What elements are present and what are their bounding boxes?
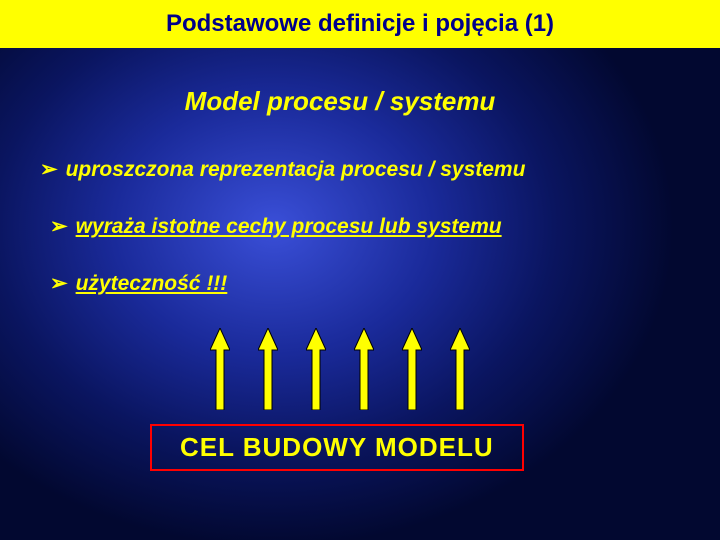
arrows-row — [0, 328, 680, 410]
bullet-item: ➢ wyraża istotne cechy procesu lub system… — [40, 214, 680, 239]
bullet-item: ➢ użyteczność !!! — [40, 271, 680, 296]
up-arrow-icon — [450, 328, 470, 410]
bullet-marker-icon: ➢ — [50, 271, 68, 296]
bullet-marker-icon: ➢ — [50, 214, 68, 239]
bullet-text: uproszczona reprezentacja procesu / syst… — [66, 158, 526, 182]
up-arrow-icon — [258, 328, 278, 410]
slide-content: Model procesu / systemu ➢ uproszczona rep… — [0, 86, 720, 471]
model-goal-box: CEL BUDOWY MODELU — [150, 424, 524, 471]
slide-heading: Model procesu / systemu — [0, 86, 680, 117]
bullet-list: ➢ uproszczona reprezentacja procesu / sys… — [40, 157, 680, 296]
bullet-item: ➢ uproszczona reprezentacja procesu / sys… — [40, 157, 680, 182]
title-text: Podstawowe definicje i pojęcia (1) — [166, 10, 554, 38]
bullet-marker-icon: ➢ — [40, 157, 58, 182]
bullet-text: użyteczność !!! — [76, 272, 228, 296]
up-arrow-icon — [306, 328, 326, 410]
title-bar: Podstawowe definicje i pojęcia (1) — [0, 0, 720, 48]
up-arrow-icon — [210, 328, 230, 410]
up-arrow-icon — [354, 328, 374, 410]
up-arrow-icon — [402, 328, 422, 410]
bullet-text: wyraża istotne cechy procesu lub systemu — [76, 215, 502, 239]
